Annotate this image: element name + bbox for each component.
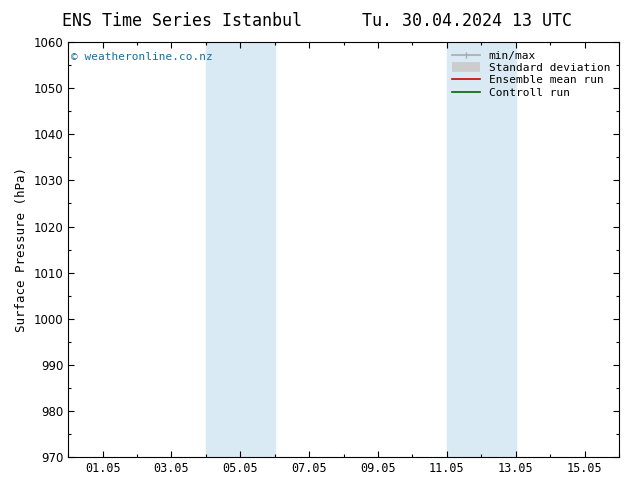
Y-axis label: Surface Pressure (hPa): Surface Pressure (hPa) — [15, 167, 28, 332]
Text: © weatheronline.co.nz: © weatheronline.co.nz — [71, 52, 212, 62]
Legend: min/max, Standard deviation, Ensemble mean run, Controll run: min/max, Standard deviation, Ensemble me… — [449, 48, 614, 101]
Bar — [206, 42, 275, 457]
Bar — [447, 42, 515, 457]
Text: ENS Time Series Istanbul      Tu. 30.04.2024 13 UTC: ENS Time Series Istanbul Tu. 30.04.2024 … — [62, 12, 572, 30]
